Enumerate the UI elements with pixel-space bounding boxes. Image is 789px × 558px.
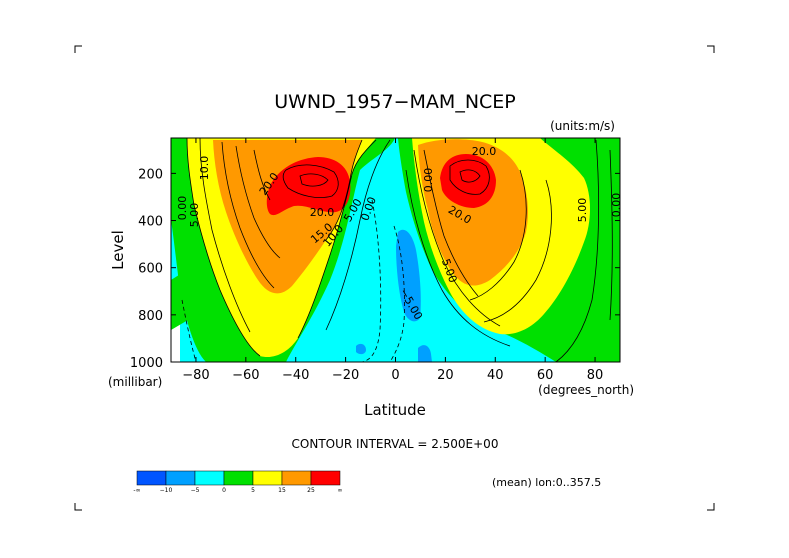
- x-tick-label: 0: [391, 368, 399, 383]
- colorbar-label: -∞: [133, 487, 140, 494]
- colorbar-swatch: [223, 470, 254, 486]
- colorbar-label: −10: [160, 487, 173, 494]
- colorbar-label: −5: [191, 487, 200, 494]
- nh-jet-core-red: [440, 154, 496, 208]
- contour-label: 10.0: [198, 156, 211, 181]
- x-axis-label: Latitude: [364, 401, 426, 419]
- corner-marks: [74, 45, 715, 511]
- y-tick-label: 600: [138, 262, 163, 277]
- colorbar-swatch: [310, 470, 341, 486]
- colorbar-label: 5: [251, 487, 255, 494]
- y-tick-label: 800: [138, 309, 163, 324]
- x-tick-label: 60: [537, 368, 554, 383]
- y-tick-label: 400: [138, 215, 163, 230]
- y-unit-label: (millibar): [108, 375, 162, 389]
- chart-title: UWND_1957−MAM_NCEP: [274, 91, 516, 113]
- contour-label: 0.00: [176, 196, 189, 221]
- y-axis-label: Level: [109, 230, 127, 270]
- units-label: (units:m/s): [550, 119, 615, 133]
- colorbar-swatch: [252, 470, 283, 486]
- colorbar-swatch: [194, 470, 225, 486]
- contour-label: 5.00: [576, 198, 589, 223]
- contour-label: 20.0: [472, 145, 497, 158]
- easterly-cell-small: [418, 345, 432, 362]
- x-axis: −80 −60 −40 −20 0 20 40 60 80: [182, 138, 603, 383]
- x-tick-label: −20: [332, 368, 359, 383]
- colorbar-swatch: [281, 470, 312, 486]
- x-tick-label: −60: [232, 368, 259, 383]
- dashed-contours: [181, 199, 405, 362]
- contour-label: 20.0: [310, 206, 335, 219]
- x-tick-label: 40: [487, 368, 504, 383]
- colorbar-label: ∞: [338, 487, 343, 494]
- mean-text: (mean) lon:0..357.5: [492, 476, 601, 489]
- contour-interval-text: CONTOUR INTERVAL = 2.500E+00: [292, 437, 499, 451]
- contour-label: 5.00: [188, 203, 201, 228]
- colorbar-label: 15: [278, 487, 286, 494]
- y-axis: 200 400 600 800 1000: [130, 167, 620, 371]
- colorbar-swatch: [165, 470, 196, 486]
- y-tick-label: 200: [138, 167, 163, 182]
- easterly-cell-dot: [356, 343, 366, 355]
- contour-lines: [186, 138, 613, 362]
- x-tick-label: −40: [282, 368, 309, 383]
- y-tick-label: 1000: [130, 356, 163, 371]
- colorbar-label: 25: [307, 487, 315, 494]
- colorbar-swatch: [136, 470, 167, 486]
- contour-label: 0.00: [610, 193, 623, 218]
- x-tick-label: −80: [182, 368, 209, 383]
- x-unit-label: (degrees_north): [538, 383, 634, 397]
- easterly-cell-dark: [396, 229, 421, 322]
- contour-label: 0.00: [422, 168, 435, 193]
- x-tick-label: 80: [587, 368, 604, 383]
- contour-field: [171, 138, 620, 362]
- colorbar-label: 0: [222, 487, 226, 494]
- colorbar: -∞ −10 −5 0 5 15 25 ∞: [133, 470, 343, 494]
- x-tick-label: 20: [437, 368, 454, 383]
